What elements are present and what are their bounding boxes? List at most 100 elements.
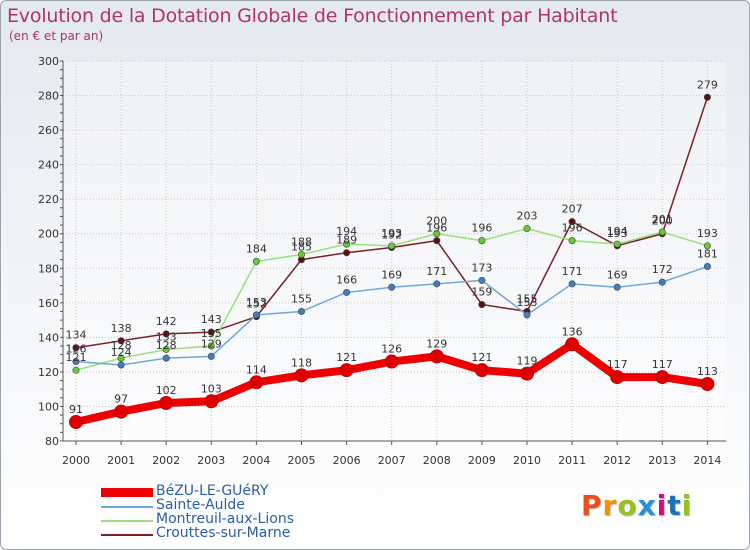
data-label: 196 bbox=[562, 222, 583, 235]
data-label: 172 bbox=[652, 263, 673, 276]
logo-letter: i bbox=[681, 489, 693, 522]
data-label: 124 bbox=[111, 346, 132, 359]
data-label: 118 bbox=[291, 356, 312, 369]
y-tick-label: 100 bbox=[38, 400, 59, 413]
data-point bbox=[703, 242, 711, 250]
data-point bbox=[478, 276, 486, 284]
data-point bbox=[384, 354, 399, 369]
data-label: 196 bbox=[426, 222, 447, 235]
data-label: 142 bbox=[156, 315, 177, 328]
data-point bbox=[478, 237, 486, 245]
legend-label: Montreuil-aux-Lions bbox=[156, 511, 294, 527]
data-label: 91 bbox=[69, 403, 83, 416]
data-label: 193 bbox=[697, 227, 718, 240]
data-label: 117 bbox=[607, 358, 628, 371]
x-tick-label: 2009 bbox=[468, 454, 496, 467]
y-tick-label: 260 bbox=[38, 124, 59, 137]
y-tick-label: 200 bbox=[38, 228, 59, 241]
data-label: 138 bbox=[111, 322, 132, 335]
data-point bbox=[117, 337, 125, 345]
data-label: 181 bbox=[697, 248, 718, 261]
x-tick-label: 2013 bbox=[648, 454, 676, 467]
data-point bbox=[249, 375, 264, 390]
data-label: 194 bbox=[336, 225, 357, 238]
logo-letter: x bbox=[637, 489, 657, 522]
data-label: 192 bbox=[381, 229, 402, 242]
y-tick-label: 300 bbox=[38, 55, 59, 68]
data-point bbox=[114, 404, 129, 419]
data-point bbox=[207, 352, 215, 360]
y-tick-label: 140 bbox=[38, 331, 59, 344]
data-label: 121 bbox=[336, 351, 357, 364]
legend-swatch bbox=[101, 488, 153, 497]
y-tick-label: 80 bbox=[45, 435, 59, 448]
data-point bbox=[207, 328, 215, 336]
x-tick-label: 2006 bbox=[333, 454, 361, 467]
data-label: 185 bbox=[291, 241, 312, 254]
chart-title: Evolution de la Dotation Globale de Fonc… bbox=[7, 5, 618, 27]
data-label: 134 bbox=[66, 329, 87, 342]
series-montreuil-aux-lions bbox=[72, 225, 711, 374]
data-point bbox=[700, 377, 715, 391]
data-point bbox=[117, 361, 125, 369]
data-label: 188 bbox=[291, 235, 312, 248]
data-point bbox=[162, 354, 170, 362]
data-label: 201 bbox=[652, 213, 673, 226]
data-point bbox=[343, 249, 351, 257]
data-label: 103 bbox=[201, 382, 222, 395]
legend-label: Sainte-Aulde bbox=[156, 497, 245, 513]
y-tick-label: 280 bbox=[38, 90, 59, 103]
legend-label: BéZU-LE-GUéRY bbox=[156, 483, 269, 499]
logo-letter: P bbox=[581, 489, 603, 522]
data-point bbox=[613, 240, 621, 248]
data-point bbox=[388, 283, 396, 291]
data-label: 196 bbox=[471, 222, 492, 235]
data-point bbox=[433, 230, 441, 238]
data-label: 173 bbox=[471, 261, 492, 274]
data-label: 166 bbox=[336, 273, 357, 286]
x-tick-label: 2012 bbox=[603, 454, 631, 467]
data-label: 126 bbox=[66, 343, 87, 356]
data-point bbox=[339, 363, 354, 378]
chart-subtitle: (en € et par an) bbox=[9, 29, 104, 43]
data-point bbox=[478, 301, 486, 309]
data-point bbox=[520, 366, 534, 381]
data-label: 136 bbox=[562, 325, 583, 338]
data-point bbox=[159, 396, 174, 410]
data-label: 159 bbox=[471, 286, 492, 299]
data-label: 152 bbox=[246, 298, 267, 311]
data-point bbox=[523, 225, 531, 233]
data-label: 153 bbox=[517, 296, 538, 309]
y-tick-label: 180 bbox=[38, 262, 59, 275]
data-label: 155 bbox=[517, 292, 538, 305]
data-label: 133 bbox=[156, 330, 177, 343]
data-point bbox=[252, 257, 260, 265]
x-tick-label: 2005 bbox=[288, 454, 316, 467]
x-tick-label: 2007 bbox=[378, 454, 406, 467]
data-label: 119 bbox=[517, 355, 538, 368]
legend-swatch bbox=[101, 506, 153, 508]
x-tick-label: 2001 bbox=[107, 454, 135, 467]
data-point bbox=[117, 354, 125, 362]
y-tick-label: 220 bbox=[38, 193, 59, 206]
data-point bbox=[703, 93, 711, 101]
data-label: 126 bbox=[381, 343, 402, 356]
data-label: 171 bbox=[562, 265, 583, 278]
data-label: 117 bbox=[652, 358, 673, 371]
data-point bbox=[162, 345, 170, 353]
data-label: 279 bbox=[697, 78, 718, 91]
data-point bbox=[207, 342, 215, 350]
data-label: 207 bbox=[562, 203, 583, 216]
data-label: 169 bbox=[607, 268, 628, 281]
data-label: 203 bbox=[517, 210, 538, 223]
x-tick-label: 2004 bbox=[242, 454, 270, 467]
data-point bbox=[294, 368, 309, 383]
data-label: 200 bbox=[426, 215, 447, 228]
data-label: 193 bbox=[381, 227, 402, 240]
x-tick-label: 2014 bbox=[693, 454, 721, 467]
data-label: 193 bbox=[607, 227, 628, 240]
data-point bbox=[72, 366, 80, 374]
data-point bbox=[568, 237, 576, 245]
